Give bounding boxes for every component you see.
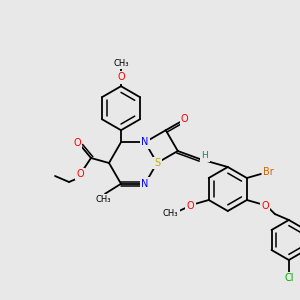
Text: O: O [117, 72, 125, 82]
Text: Cl: Cl [284, 273, 294, 283]
Text: N: N [141, 137, 149, 147]
Text: O: O [261, 201, 268, 211]
Text: O: O [73, 138, 81, 148]
Text: H: H [201, 152, 208, 160]
Text: O: O [76, 169, 84, 179]
Text: O: O [181, 114, 189, 124]
Text: Br: Br [263, 167, 274, 177]
Text: CH₃: CH₃ [163, 209, 178, 218]
Text: O: O [187, 201, 194, 211]
Text: CH₃: CH₃ [95, 195, 111, 204]
Text: N: N [141, 179, 149, 189]
Text: CH₃: CH₃ [113, 59, 129, 68]
Text: S: S [154, 158, 160, 168]
